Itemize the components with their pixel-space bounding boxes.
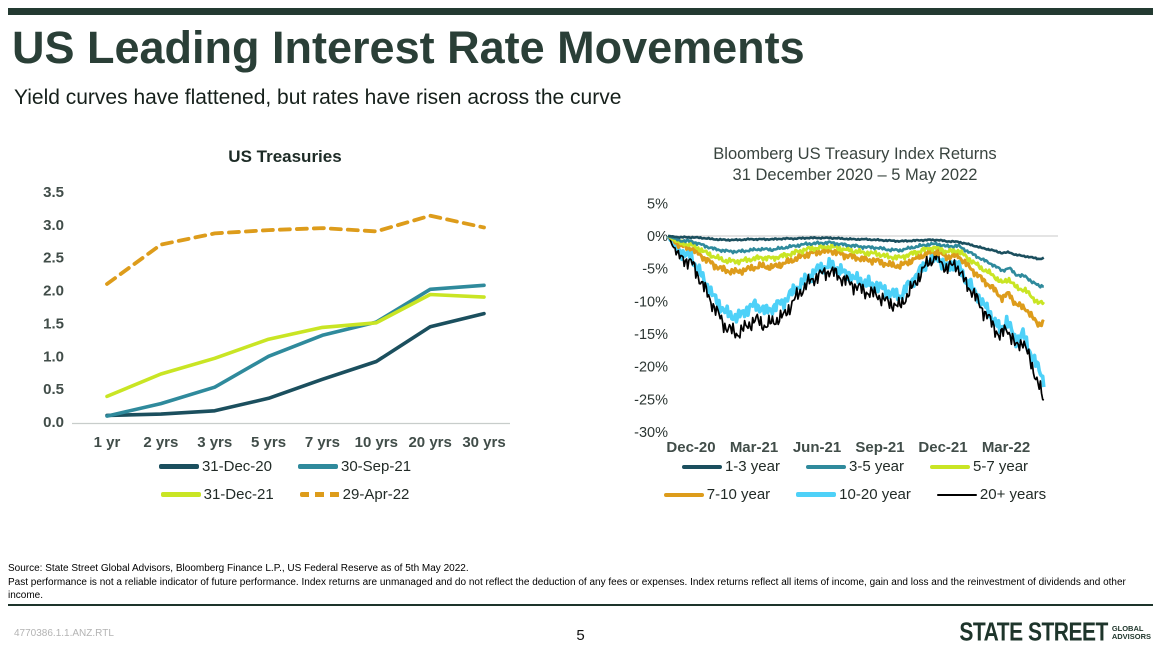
x-axis-tick-label: 2 yrs — [143, 434, 178, 451]
series-line-5-7 year — [667, 234, 1045, 306]
x-axis-tick-label: Mar-21 — [730, 439, 778, 456]
x-axis-tick-label: 3 yrs — [197, 434, 232, 451]
y-axis-tick-label: -20% — [634, 360, 668, 376]
y-axis-tick-label: 0% — [647, 229, 668, 245]
x-axis-tick-label: Mar-22 — [982, 439, 1030, 456]
series-line-30-Sep-21 — [105, 283, 486, 418]
legend-line-swatch — [299, 492, 340, 497]
series-line-3-5 year — [667, 234, 1045, 289]
us-treasuries-legend-row: 31-Dec-20 30-Sep-21 — [158, 458, 412, 475]
us-treasuries-chart: 0.0 0.5 1.0 1.5 2.0 2.5 3.0 3.5 1 yr 2 yrs 3 yrs 5 … — [43, 184, 510, 451]
us-treasuries-chart-title: US Treasuries — [228, 147, 342, 166]
y-axis-tick-label: -10% — [634, 294, 668, 310]
treasury-index-chart-title: Bloomberg US Treasury Index Returns 31 D… — [625, 144, 1085, 186]
us-treasuries-legend: 31-Dec-20 30-Sep-21 31-Dec-21 29-Apr-22 — [25, 458, 545, 503]
treasury-index-legend-item: 3-5 year — [805, 458, 905, 475]
series-line-10-20 year — [666, 235, 1046, 388]
x-axis-tick-label: Dec-20 — [666, 439, 715, 456]
page-number: 5 — [576, 627, 585, 644]
y-axis-tick-label: 0.5 — [43, 381, 64, 398]
x-axis-tick-label: 7 yrs — [305, 434, 340, 451]
legend-label: 3-5 year — [848, 458, 905, 475]
x-axis-tick-label: Sep-21 — [855, 439, 904, 456]
x-axis-tick-label: 5 yrs — [251, 434, 286, 451]
logo-wordmark: STATE STREET — [959, 618, 1108, 647]
y-axis-tick-label: 5% — [647, 196, 668, 212]
series-line-1-3 year — [667, 234, 1045, 261]
footnote-disclaimer: Past performance is not a reliable indic… — [8, 577, 1126, 601]
footnote: Source: State Street Global Advisors, Bl… — [8, 562, 1153, 603]
logo-subtext: GLOBAL ADVISORS — [1112, 625, 1151, 641]
legend-line-swatch — [805, 464, 846, 469]
y-axis-tick-label: 1.0 — [43, 348, 64, 365]
y-axis-tick-label: 1.5 — [43, 315, 64, 332]
treasury-index-legend-item: 10-20 year — [796, 486, 911, 503]
legend-label: 31-Dec-21 — [203, 486, 274, 503]
series-line-29-Apr-22 — [105, 213, 486, 286]
treasury-index-legend: 1-3 year 3-5 year 5-7 year 7-10 year 10-20 y… — [625, 458, 1085, 503]
legend-label: 7-10 year — [706, 486, 771, 503]
document-id: 4770386.1.1.ANZ.RTL — [14, 628, 114, 639]
treasury-index-legend-item: 5-7 year — [930, 458, 1028, 475]
x-axis-tick-label: Dec-21 — [918, 439, 967, 456]
legend-line-swatch — [930, 464, 971, 469]
legend-label: 5-7 year — [973, 458, 1029, 475]
us-treasuries-legend-item: 29-Apr-22 — [299, 486, 410, 503]
series-line-31-Dec-20 — [105, 311, 486, 418]
logo-subtext-line1: GLOBAL — [1111, 624, 1144, 633]
treasury-index-legend-item: 20+ years — [936, 486, 1047, 503]
series-line-31-Dec-21 — [105, 292, 486, 399]
state-street-logo: STATE STREET GLOBAL ADVISORS — [959, 618, 1151, 647]
x-axis-tick-label: 20 yrs — [408, 434, 451, 451]
footer-divider — [8, 604, 1153, 606]
treasury-index-legend-row: 7-10 year 10-20 year 20+ years — [663, 486, 1047, 503]
us-treasuries-legend-item: 31-Dec-21 — [160, 486, 274, 503]
page-title: US Leading Interest Rate Movements — [12, 22, 805, 73]
y-axis-tick-label: -15% — [634, 327, 668, 343]
legend-line-swatch — [936, 493, 977, 496]
series-line-7-10 year — [667, 234, 1045, 328]
treasury-index-legend-item: 1-3 year — [681, 458, 780, 475]
legend-label: 10-20 year — [839, 486, 911, 503]
legend-label: 20+ years — [979, 486, 1047, 503]
us-treasuries-legend-item: 31-Dec-20 — [158, 458, 272, 475]
treasury-index-returns-chart: 5% 0% -5% -10% -15% -20% -25% -30%Dec-20 Mar-21 J… — [634, 196, 1058, 456]
footnote-source: Source: State Street Global Advisors, Bl… — [8, 563, 469, 574]
top-accent-bar — [8, 8, 1153, 15]
logo-subtext-line2: ADVISORS — [1111, 632, 1151, 641]
legend-line-swatch — [158, 464, 199, 469]
page-subtitle: Yield curves have flattened, but rates h… — [14, 86, 622, 109]
legend-label: 31-Dec-20 — [201, 458, 272, 475]
legend-line-swatch — [796, 492, 837, 497]
legend-label: 1-3 year — [724, 458, 780, 475]
x-axis-tick-label: Jun-21 — [793, 439, 841, 456]
y-axis-tick-label: 3.5 — [43, 184, 64, 201]
y-axis-tick-label: 2.0 — [43, 283, 64, 300]
us-treasuries-legend-row: 31-Dec-21 29-Apr-22 — [160, 486, 410, 503]
legend-label: 29-Apr-22 — [342, 486, 410, 503]
legend-line-swatch — [681, 464, 722, 469]
x-axis-tick-label: 10 yrs — [355, 434, 398, 451]
series-line-20+ years — [667, 235, 1045, 401]
legend-line-swatch — [663, 492, 704, 497]
treasury-index-legend-row: 1-3 year 3-5 year 5-7 year — [681, 458, 1028, 475]
legend-label: 30-Sep-21 — [340, 458, 412, 475]
y-axis-tick-label: -25% — [634, 392, 668, 408]
treasury-index-chart-title-line2: 31 December 2020 – 5 May 2022 — [732, 166, 978, 184]
legend-line-swatch — [297, 464, 338, 469]
x-axis-tick-label: 1 yr — [94, 434, 121, 451]
x-axis-tick-label: 30 yrs — [462, 434, 505, 451]
us-treasuries-legend-item: 30-Sep-21 — [297, 458, 412, 475]
y-axis-tick-label: -30% — [634, 425, 668, 441]
legend-line-swatch — [160, 492, 201, 497]
treasury-index-chart-title-line1: Bloomberg US Treasury Index Returns — [713, 145, 997, 163]
y-axis-tick-label: 3.0 — [43, 217, 64, 234]
y-axis-tick-label: -5% — [642, 262, 668, 278]
y-axis-tick-label: 0.0 — [43, 414, 64, 431]
treasury-index-legend-item: 7-10 year — [663, 486, 771, 503]
y-axis-tick-label: 2.5 — [43, 250, 64, 267]
